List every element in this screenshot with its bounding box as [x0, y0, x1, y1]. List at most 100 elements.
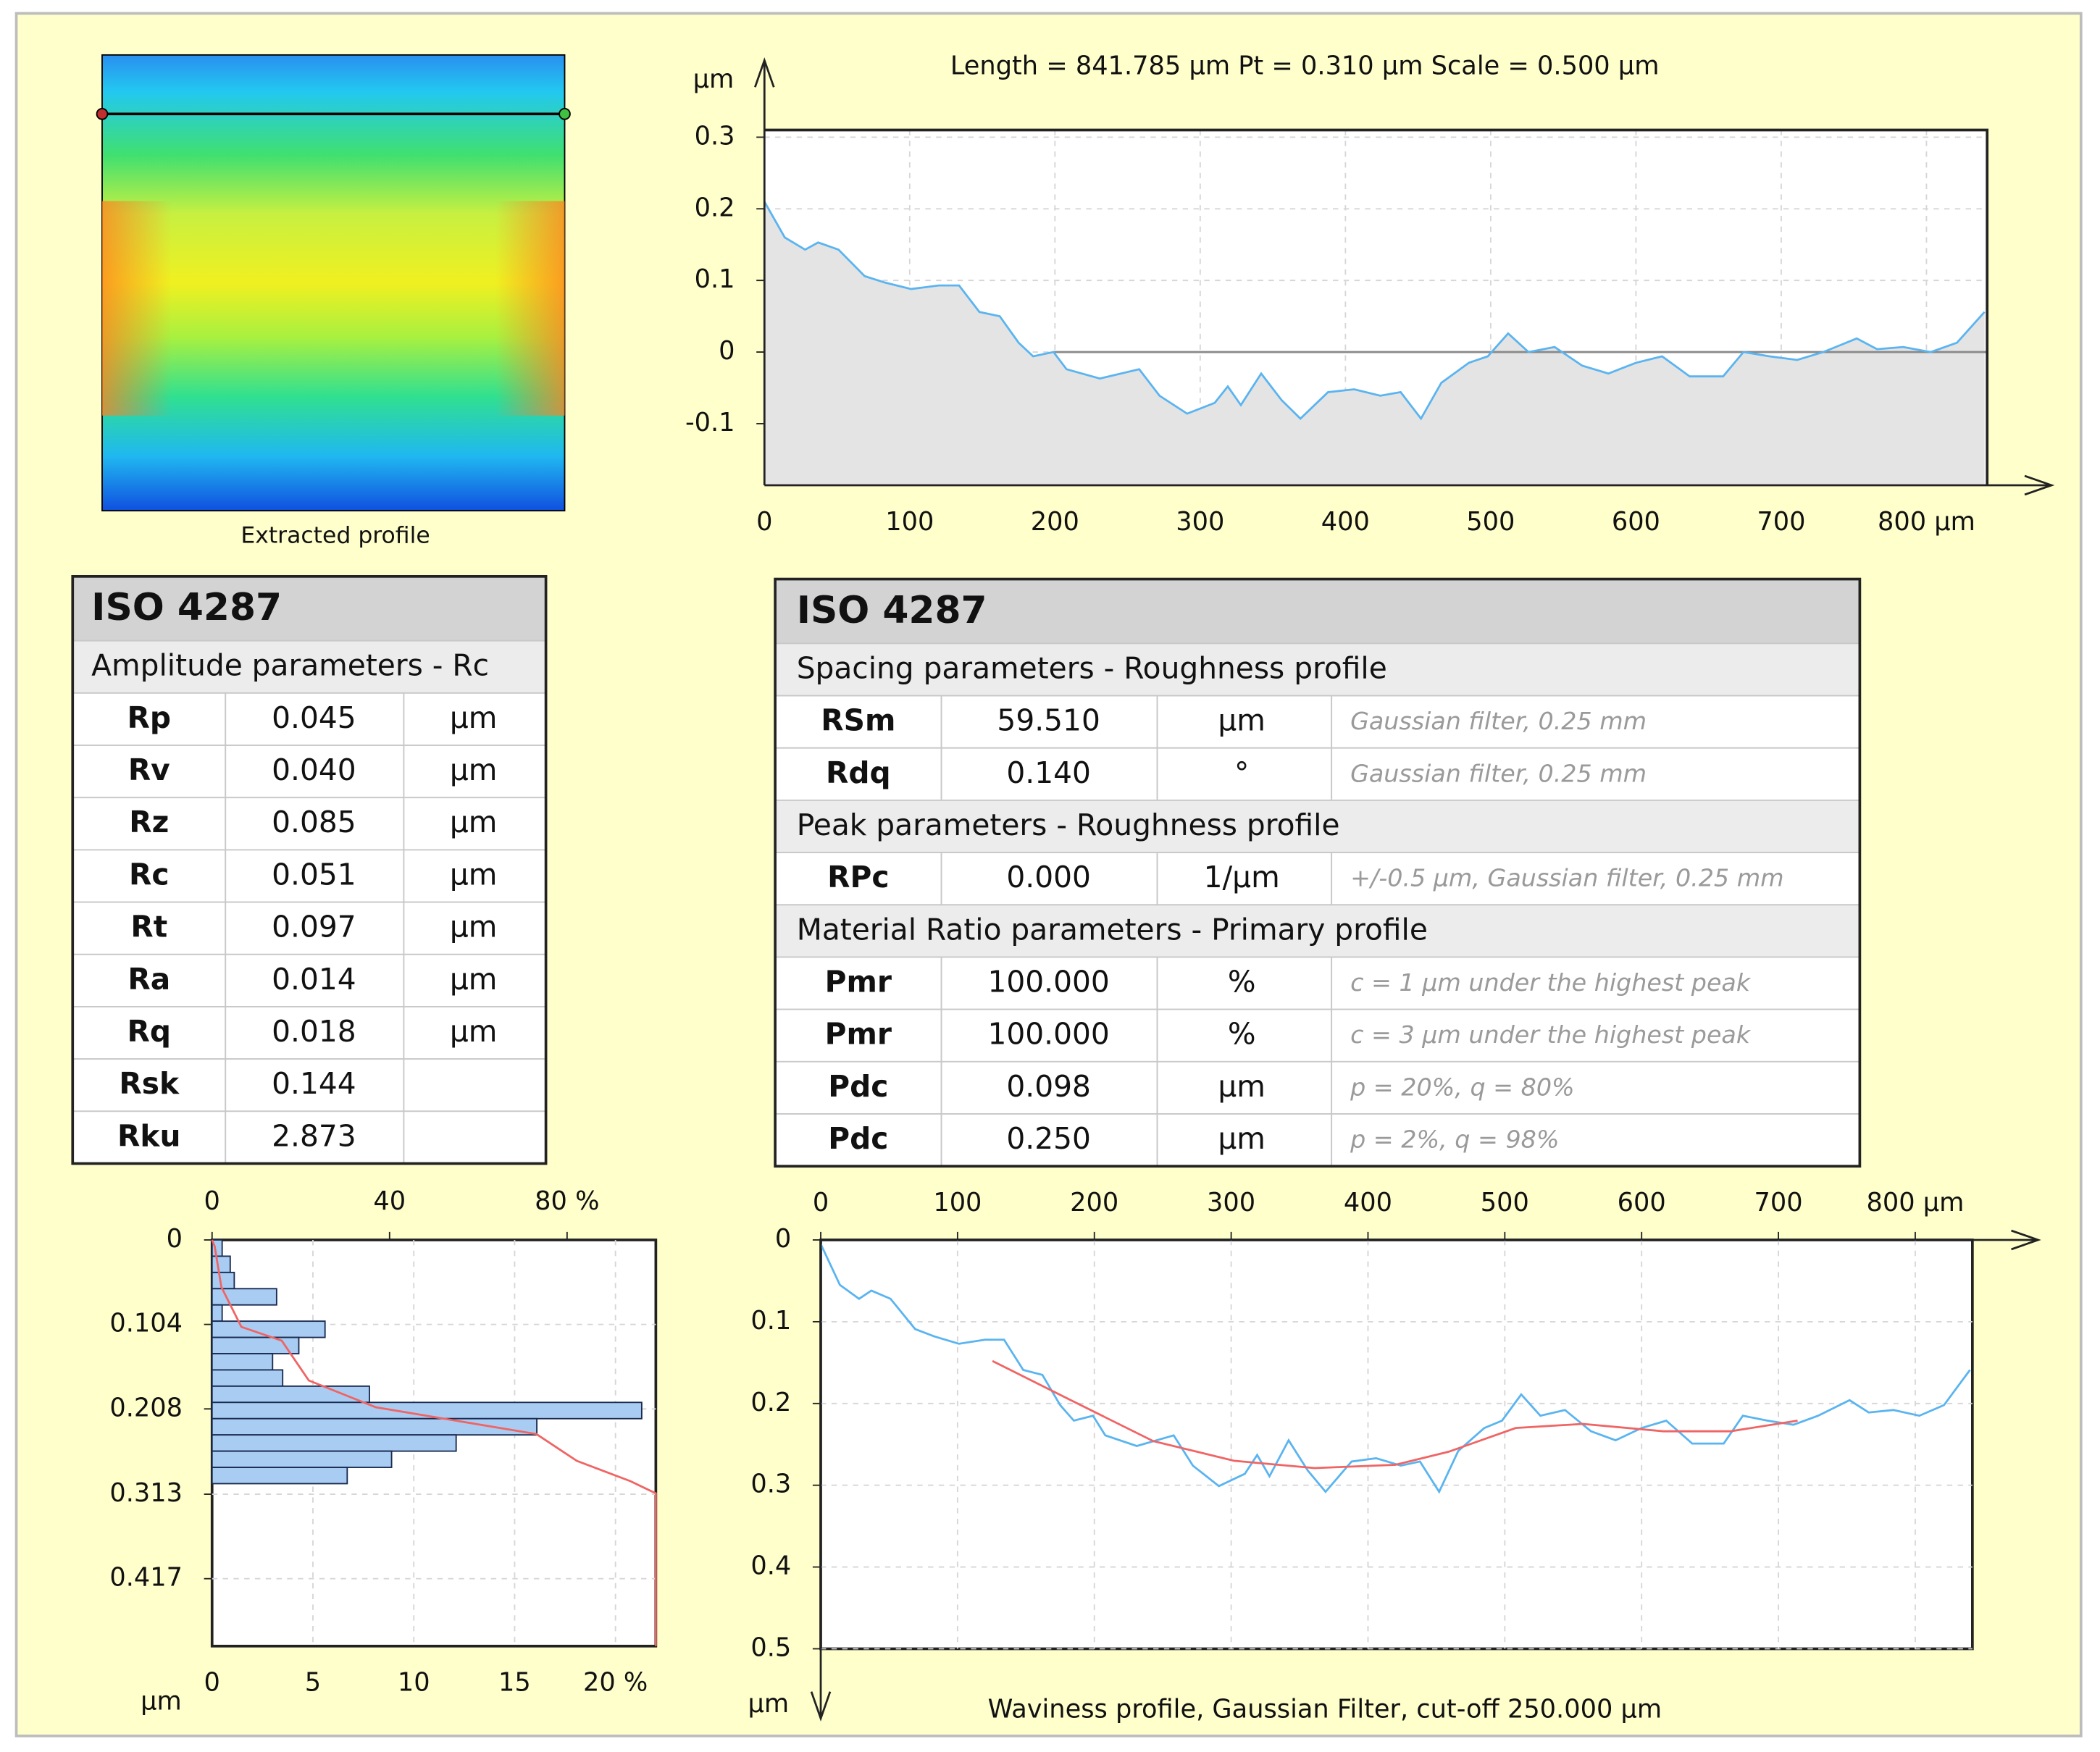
cell	[1331, 1113, 1861, 1168]
y-tick-label: 0.2	[695, 193, 735, 222]
bar	[211, 1353, 274, 1371]
param-name: Rku	[117, 1118, 180, 1153]
cell	[225, 692, 405, 746]
plot-bg	[819, 1238, 1974, 1651]
param-note: p = 20%, q = 80%	[1350, 1073, 1575, 1101]
cell	[1156, 695, 1333, 749]
bar	[211, 1288, 277, 1306]
cell	[225, 1058, 405, 1112]
x-tick-label: 15	[498, 1668, 531, 1698]
cell	[225, 901, 405, 955]
param-value: 2.873	[272, 1118, 356, 1153]
param-value: 0.000	[1006, 860, 1091, 894]
param-note: +/-0.5 µm, Gaussian filter, 0.25 mm	[1350, 864, 1783, 892]
x-tick-label: 800 µm	[1866, 1188, 1964, 1217]
param-value: 0.014	[272, 962, 356, 997]
x-tick-label: 200	[1070, 1188, 1118, 1217]
cumulative-curve	[211, 1239, 657, 1646]
param-name: Rt	[130, 910, 167, 944]
cell	[774, 1060, 942, 1115]
param-unit: %	[1228, 964, 1256, 999]
param-value: 100.000	[987, 1017, 1109, 1052]
param-unit: µm	[450, 910, 498, 944]
param-note: Gaussian filter, 0.25 mm	[1350, 707, 1647, 735]
param-name: Rv	[128, 753, 170, 787]
param-name: Pmr	[825, 964, 892, 999]
cell	[1331, 1060, 1861, 1115]
x-tick-label: 400	[1344, 1188, 1392, 1217]
param-unit: 1/µm	[1204, 860, 1280, 894]
arrow-head	[2011, 1229, 2041, 1251]
x-tick-label: 700	[1754, 1188, 1803, 1217]
bar	[211, 1450, 393, 1468]
param-unit: µm	[450, 805, 498, 839]
y-tick-label: 0.417	[109, 1563, 183, 1593]
param-value: 0.018	[272, 1014, 356, 1049]
param-name: RSm	[821, 703, 895, 738]
cell	[72, 1058, 227, 1112]
param-unit: %	[1228, 1017, 1256, 1052]
table-title: ISO 4287	[797, 589, 987, 632]
cell	[403, 901, 547, 955]
param-note: c = 3 µm under the highest peak	[1350, 1020, 1752, 1049]
y-tick-label: 0.3	[750, 1470, 791, 1499]
x-tick-label: 300	[1207, 1188, 1255, 1217]
param-note: p = 2%, q = 98%	[1350, 1126, 1559, 1154]
param-unit: °	[1234, 755, 1249, 790]
param-value: 0.085	[272, 805, 356, 839]
x-tick-label: 5	[305, 1668, 321, 1698]
series-line	[992, 1359, 1798, 1470]
param-value: 0.140	[1006, 755, 1091, 790]
cut-handle	[559, 107, 571, 120]
cell	[774, 1113, 942, 1168]
table-title-row	[774, 578, 1861, 645]
profile-line	[764, 201, 1986, 421]
cell	[940, 956, 1158, 1010]
cell	[225, 797, 405, 851]
cell	[403, 1058, 547, 1112]
y-tick-label: 0.313	[109, 1478, 183, 1508]
param-value: 0.040	[272, 753, 356, 787]
cell	[403, 1110, 547, 1165]
table-subtitle: Amplitude parameters - Rc	[91, 648, 489, 683]
bar	[211, 1255, 231, 1273]
x-tick-label: 500	[1466, 507, 1515, 537]
series-line	[819, 1244, 1971, 1494]
y-axis-label: µm	[693, 64, 735, 94]
x-tick-label: 500	[1481, 1188, 1529, 1217]
tables: ISO 4287 Amplitude parameters - Rc Rp 0.045…	[71, 574, 1862, 1168]
x-tick-label: 600	[1618, 1188, 1666, 1217]
plot-frame	[764, 128, 1989, 485]
param-unit: µm	[450, 1014, 498, 1049]
heatmap-overlay	[101, 201, 565, 416]
table-border	[71, 574, 548, 1165]
cell	[225, 1110, 405, 1165]
cell	[940, 747, 1158, 801]
y-tick-label: 0.1	[750, 1306, 791, 1336]
param-unit: µm	[450, 962, 498, 997]
x-tick-label: 600	[1612, 507, 1660, 537]
y-tick-label: 0	[167, 1224, 183, 1254]
cell	[403, 745, 547, 799]
cell	[940, 695, 1158, 749]
y-tick-label: 0.1	[695, 264, 735, 294]
param-name: Rsk	[119, 1066, 180, 1101]
y-tick-label: 0.208	[109, 1393, 183, 1422]
param-name: Pmr	[825, 1017, 892, 1052]
cell	[403, 953, 547, 1007]
param-name: Rz	[129, 805, 169, 839]
bar	[211, 1467, 348, 1485]
param-name: Pdc	[828, 1069, 888, 1104]
charts: 0 100 200 300 400 500 600 700 800 µm0.30.20.10-0…	[109, 51, 2055, 1724]
bar	[211, 1304, 223, 1323]
param-unit: µm	[450, 700, 498, 735]
param-name: RPc	[827, 860, 889, 894]
param-value: 59.510	[997, 703, 1100, 738]
cell	[72, 1110, 227, 1165]
param-name: Pdc	[828, 1121, 888, 1156]
x-tick-label: 200	[1031, 507, 1079, 537]
x2-tick-label: 0	[204, 1186, 220, 1216]
x-tick-label: 20 %	[583, 1668, 648, 1698]
cell	[1156, 1008, 1333, 1062]
y-tick-label: 0	[719, 336, 735, 366]
